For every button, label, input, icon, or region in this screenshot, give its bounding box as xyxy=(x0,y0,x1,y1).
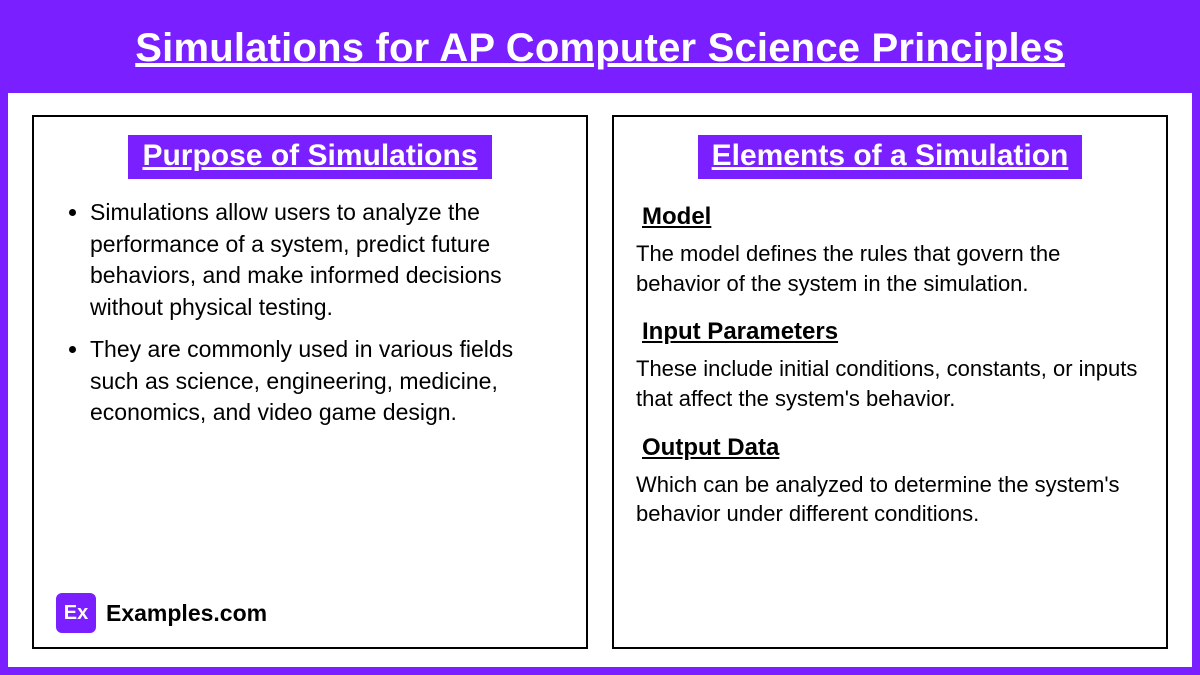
brand-name: Examples.com xyxy=(106,600,267,627)
columns-wrapper: Purpose of Simulations Simulations allow… xyxy=(8,93,1192,667)
list-item: Simulations allow users to analyze the p… xyxy=(90,197,524,324)
left-heading: Purpose of Simulations xyxy=(128,135,491,179)
section-title-input: Input Parameters xyxy=(642,318,1144,346)
left-card: Purpose of Simulations Simulations allow… xyxy=(32,115,588,649)
page-frame: Simulations for AP Computer Science Prin… xyxy=(0,0,1200,675)
section-title-output: Output Data xyxy=(642,434,1144,462)
list-item: They are commonly used in various fields… xyxy=(90,334,524,429)
page-title: Simulations for AP Computer Science Prin… xyxy=(8,8,1192,93)
section-text-input: These include initial conditions, consta… xyxy=(636,354,1144,413)
logo-icon: Ex xyxy=(56,593,96,633)
right-card: Elements of a Simulation Model The model… xyxy=(612,115,1168,649)
section-text-output: Which can be analyzed to determine the s… xyxy=(636,470,1144,529)
purpose-list: Simulations allow users to analyze the p… xyxy=(56,197,564,439)
brand-footer: Ex Examples.com xyxy=(56,585,564,633)
section-title-model: Model xyxy=(642,203,1144,231)
right-heading: Elements of a Simulation xyxy=(698,135,1083,179)
section-text-model: The model defines the rules that govern … xyxy=(636,239,1144,298)
